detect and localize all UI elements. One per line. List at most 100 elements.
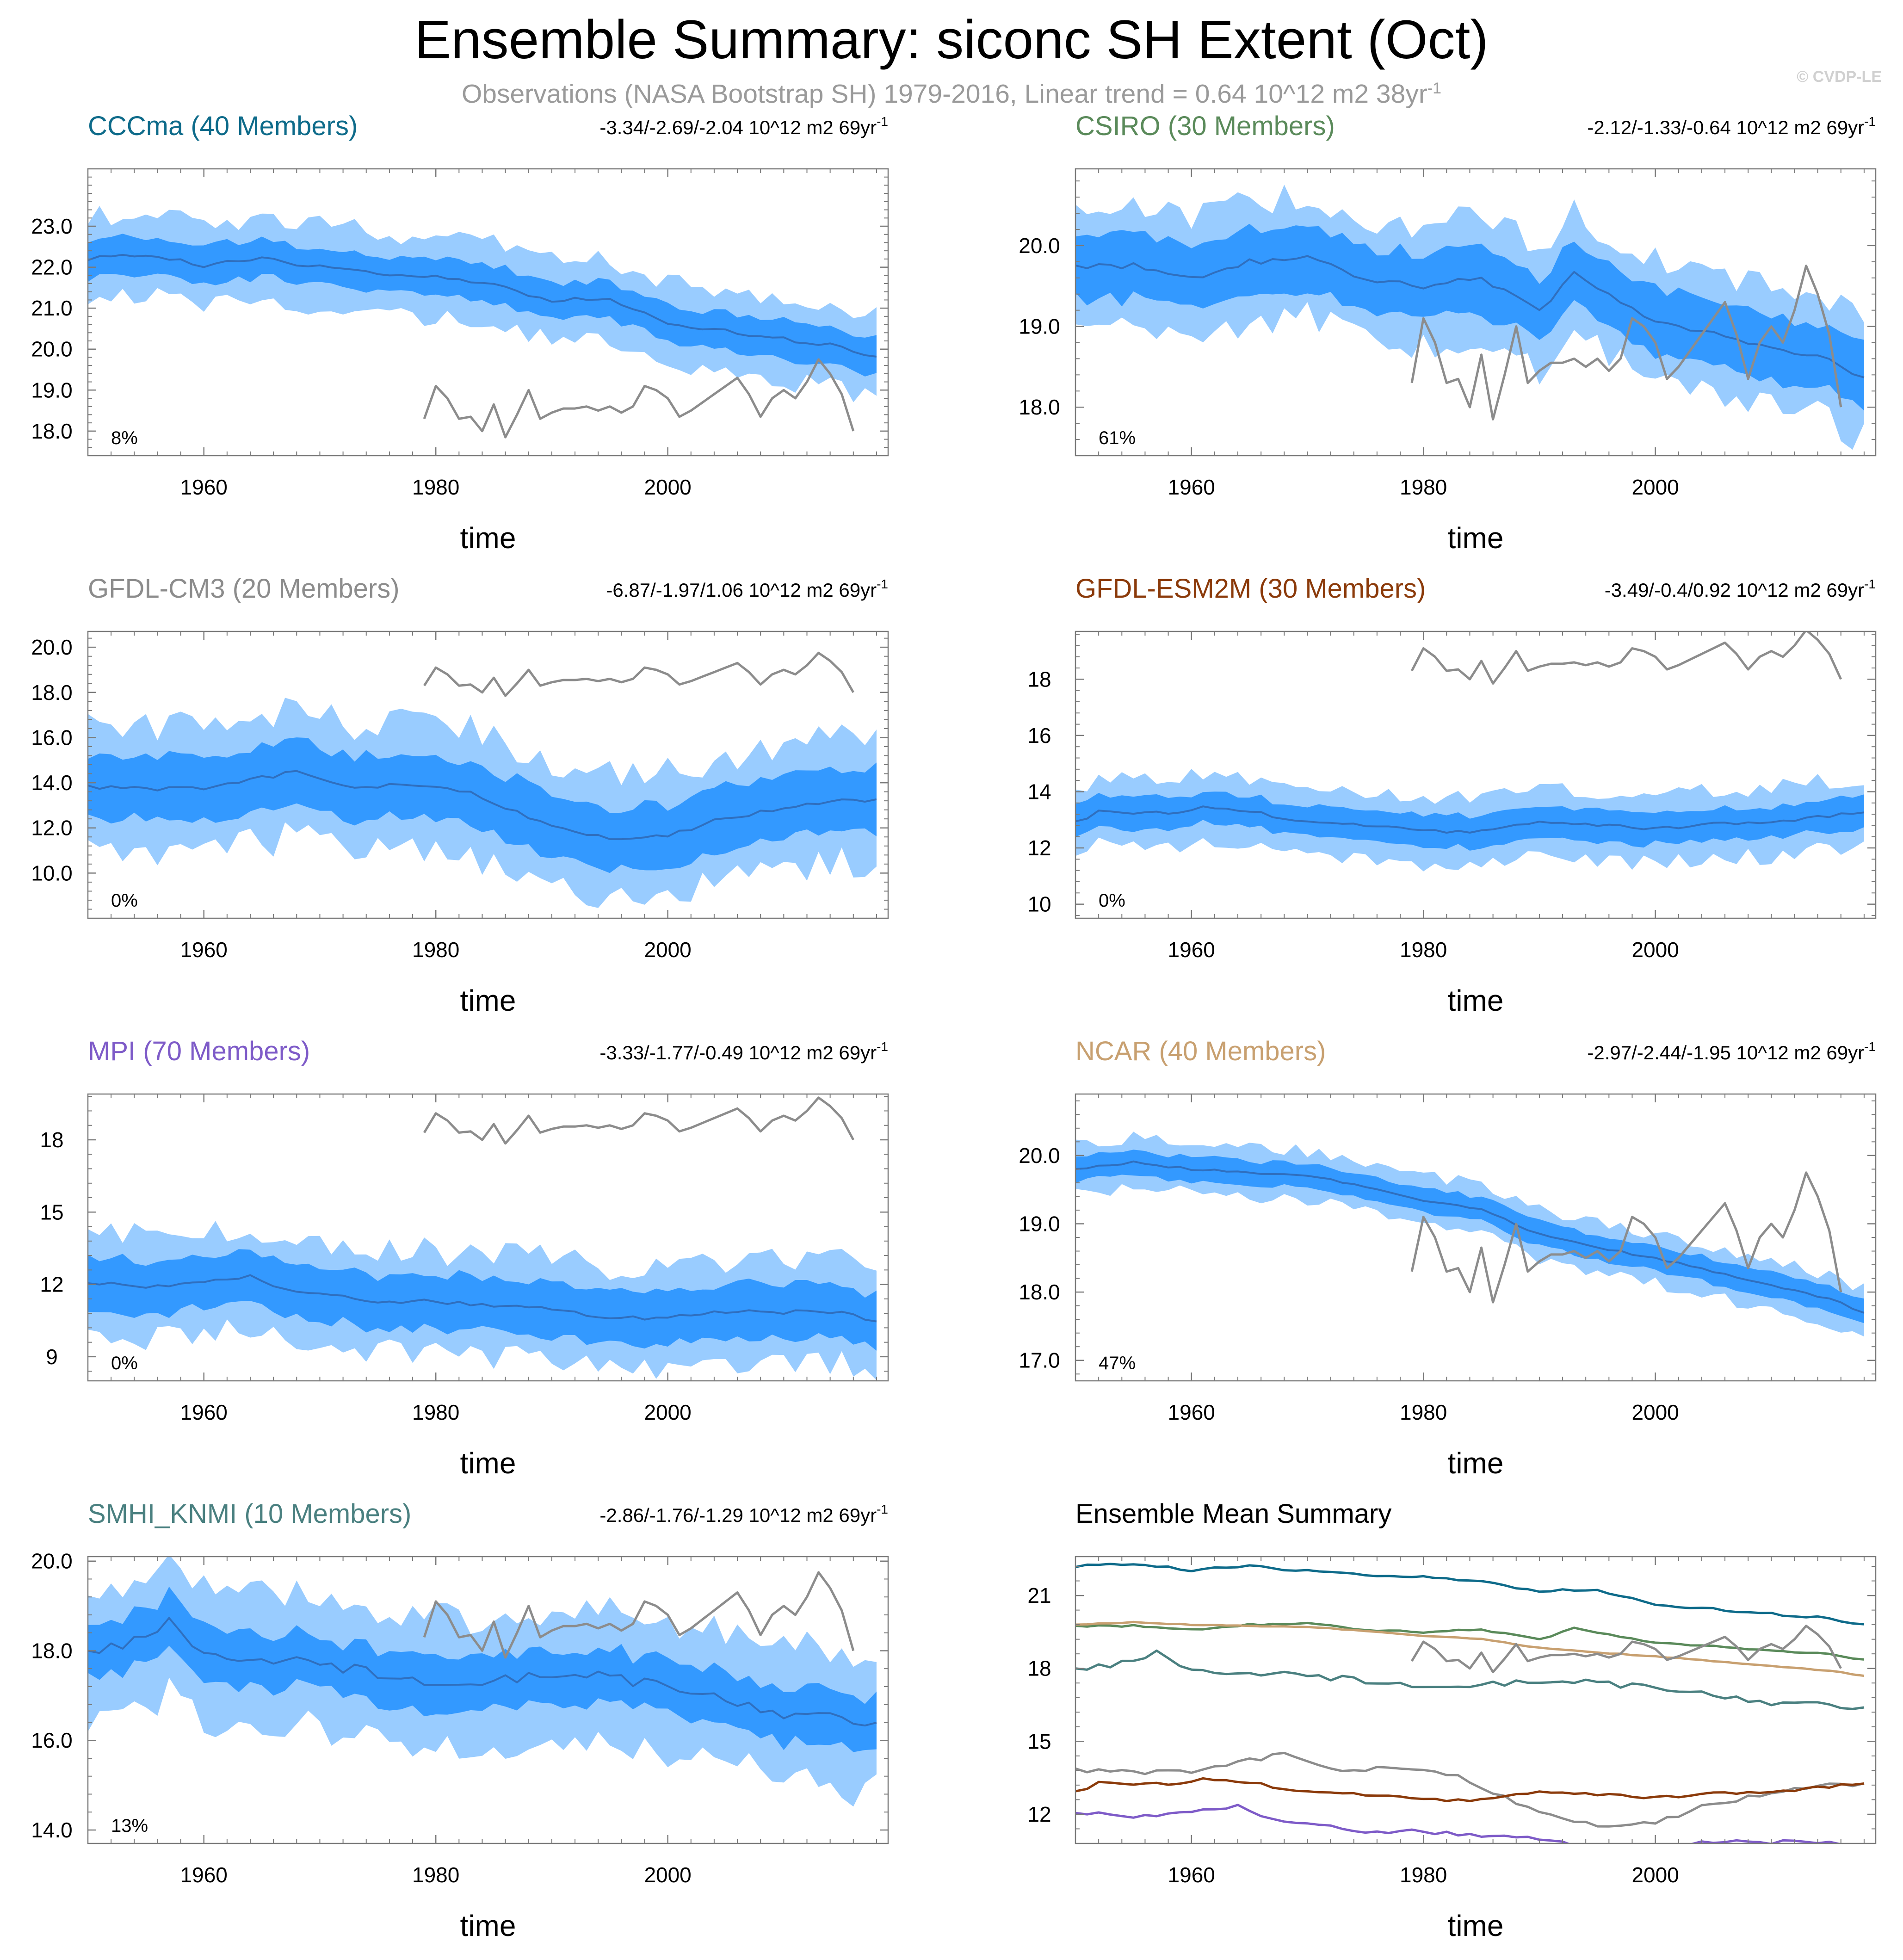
figure-title: Ensemble Summary: siconc SH Extent (Oct) [414, 9, 1489, 70]
y-tick-label: 22.0 [31, 255, 73, 279]
panel-ncar: 1960 1980 2000 17.0 18.0 19.0 20.0 time NCAR (40… [1019, 1036, 1877, 1480]
summary-line-gfdl-esm2m [1075, 1777, 1865, 1802]
plot-area [88, 651, 877, 908]
x-tick-label: 2000 [1631, 1400, 1679, 1424]
trend-range-label: -6.87/-1.97/1.06 10^12 m2 69yr-1 [606, 577, 888, 601]
y-tick-label: 20.0 [1019, 1144, 1060, 1168]
plot-area [1075, 1563, 1865, 1843]
x-tick-label: 1980 [1400, 475, 1447, 499]
x-tick-label: 1960 [1168, 1863, 1215, 1887]
percent-label: 0% [1099, 890, 1125, 911]
x-tick-label: 1980 [412, 475, 459, 499]
y-tick-label: 12 [40, 1273, 63, 1297]
trend-range-label: -3.34/-2.69/-2.04 10^12 m2 69yr-1 [599, 114, 888, 138]
y-tick-label: 16.0 [31, 725, 73, 749]
trend-range-exponent: -1 [877, 1039, 888, 1054]
panel-gfdl-esm2m: 1960 1980 2000 10 12 14 16 18 time GFDL-ESM2M (30… [1027, 574, 1877, 1017]
percent-label: 47% [1099, 1353, 1136, 1373]
panel-title: MPI (70 Members) [88, 1036, 310, 1066]
x-axis-label: time [460, 984, 516, 1017]
ensemble-mean-line [88, 1274, 877, 1323]
y-tick-label: 16.0 [31, 1728, 73, 1752]
x-axis-label: time [1448, 1447, 1504, 1480]
plot-area [1075, 185, 1865, 450]
trend-range-exponent: -1 [877, 577, 888, 591]
observations-line [1410, 1171, 1842, 1304]
trend-range-text: -2.86/-1.76/-1.29 10^12 m2 69yr [599, 1504, 877, 1526]
plot-area [88, 1096, 877, 1380]
trend-range-text: -2.12/-1.33/-0.64 10^12 m2 69yr [1587, 117, 1864, 138]
plot-frame [1075, 1556, 1877, 1844]
x-tick-label: 2000 [1631, 1863, 1679, 1887]
inner-spread-band [88, 1249, 877, 1351]
observations-subtitle-exponent: -1 [1427, 80, 1442, 97]
y-tick-label: 20.0 [31, 635, 73, 659]
y-tick-label: 19.0 [1019, 315, 1060, 339]
y-tick-label: 19.0 [31, 378, 73, 402]
panel-mpi: 1960 1980 2000 9 12 15 18 time MPI (70 Members) -… [40, 1036, 889, 1480]
trend-range-exponent: -1 [877, 114, 888, 129]
x-tick-label: 2000 [644, 938, 691, 962]
trend-range-exponent: -1 [877, 1502, 888, 1516]
ensemble-mean-line [1075, 805, 1865, 834]
ensemble-mean-line [88, 1617, 877, 1727]
panel-smhi_knmi: 1960 1980 2000 14.0 16.0 18.0 20.0 time SMHI_KNM… [31, 1499, 889, 1942]
y-tick-label: 15 [1027, 1729, 1051, 1753]
x-tick-label: 1960 [180, 1863, 228, 1887]
panel-summary: 1960 1980 2000 12 15 18 21 time Ensemble Mean Su… [1027, 1499, 1877, 1942]
ensemble-mean-line [1075, 255, 1865, 378]
outer-spread-band [88, 206, 877, 402]
y-tick-label: 20.0 [1019, 234, 1060, 258]
x-tick-label: 2000 [644, 1400, 691, 1424]
inner-spread-band [1075, 791, 1864, 851]
percent-label: 0% [111, 890, 138, 911]
y-tick-label: 9 [46, 1345, 58, 1369]
observations-line [423, 358, 855, 439]
plot-frame [87, 631, 889, 919]
cvdp-watermark: © CVDP-LE [1797, 68, 1882, 86]
panel-csiro: 1960 1980 2000 18.0 19.0 20.0 time CSIRO (30 Me… [1019, 111, 1877, 555]
panel-title: NCAR (40 Members) [1075, 1036, 1326, 1066]
observations-line [1410, 631, 1842, 685]
trend-range-text: -3.33/-1.77/-0.49 10^12 m2 69yr [599, 1042, 877, 1063]
x-tick-label: 1980 [412, 1400, 459, 1424]
y-tick-label: 12 [1027, 1802, 1051, 1826]
panel-title: GFDL-ESM2M (30 Members) [1075, 574, 1426, 604]
plot-frame [87, 1556, 889, 1844]
x-tick-label: 2000 [644, 1863, 691, 1887]
x-axis-label: time [460, 1447, 516, 1480]
y-tick-label: 10 [1027, 892, 1051, 916]
plot-frame [1075, 1093, 1877, 1382]
trend-range-text: -6.87/-1.97/1.06 10^12 m2 69yr [606, 579, 877, 601]
x-tick-label: 2000 [1631, 938, 1679, 962]
panel-gfdl-cm3: 1960 1980 2000 10.0 12.0 14.0 16.0 18.0 20.0 time… [31, 574, 889, 1017]
summary-line-csiro [1075, 1621, 1865, 1661]
observations-line [423, 651, 854, 697]
x-axis-label: time [460, 521, 516, 555]
x-tick-label: 1960 [180, 475, 228, 499]
summary-line-gfdl-cm3 [1075, 1751, 1865, 1828]
ensemble-mean-line [88, 254, 877, 358]
panel-title: CCCma (40 Members) [88, 111, 358, 141]
trend-range-label: -3.33/-1.77/-0.49 10^12 m2 69yr-1 [599, 1039, 888, 1063]
summary-line-ncar [1075, 1620, 1865, 1677]
plot-area [88, 1557, 877, 1807]
percent-label: 8% [111, 428, 138, 448]
x-tick-label: 1960 [1168, 1400, 1215, 1424]
x-tick-label: 1960 [1168, 475, 1215, 499]
x-tick-label: 1960 [1168, 938, 1215, 962]
plot-area [88, 206, 877, 439]
x-axis-label: time [460, 1909, 516, 1942]
y-tick-label: 15 [40, 1200, 63, 1224]
inner-spread-band [88, 1587, 877, 1752]
percent-label: 61% [1099, 428, 1136, 448]
summary-line-mpi [1075, 1804, 1842, 1843]
x-axis-label: time [1448, 521, 1504, 555]
y-tick-label: 17.0 [1019, 1348, 1060, 1373]
x-tick-label: 1980 [1400, 1863, 1447, 1887]
y-tick-label: 18.0 [31, 680, 73, 705]
y-tick-label: 18 [1027, 667, 1051, 691]
trend-range-text: -3.49/-0.4/0.92 10^12 m2 69yr [1605, 579, 1864, 601]
y-tick-label: 14.0 [31, 771, 73, 795]
